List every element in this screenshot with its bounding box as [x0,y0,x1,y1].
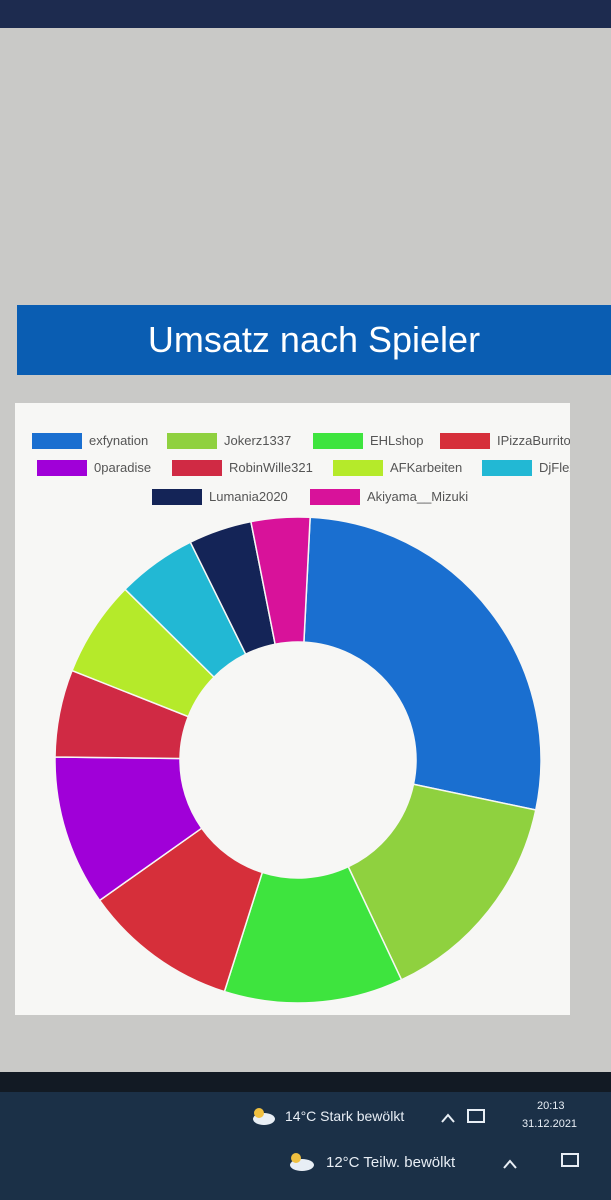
clock-time[interactable]: 20:13 [537,1100,565,1112]
donut-slice [250,516,311,646]
legend-label: Jokerz1337 [224,433,291,448]
legend-label: exfynation [89,433,148,448]
legend-label: 0paradise [94,460,151,475]
donut-slice [303,516,542,811]
legend-label: EHLshop [370,433,423,448]
legend-label: Lumania2020 [209,489,288,504]
legend-swatch [32,433,82,449]
legend-swatch [167,433,217,449]
chart-panel: exfynation Jokerz1337 EHLshop IPizzaBurrito… [15,403,592,1015]
legend-swatch [313,433,363,449]
clock-date[interactable]: 31.12.2021 [522,1118,578,1130]
legend-swatch [440,433,490,449]
legend-swatch [172,460,222,476]
taskbar: 14°C Stark bewölkt 20:13 31.12.2021 12°C… [0,1092,611,1200]
legend-label: DjFlexxo [539,460,570,475]
chart: exfynation Jokerz1337 EHLshop IPizzaBurrito… [32,433,592,1004]
legend-swatch [310,489,360,505]
legend-label: Akiyama__Mizuki [367,489,468,504]
weather-status[interactable]: 14°C Stark bewölkt [285,1108,405,1124]
legend-swatch [152,489,202,505]
taskbar-icons [253,1108,579,1171]
legend-label: AFKarbeiten [390,460,462,475]
window-top-bar [0,0,611,28]
donut-slice [347,783,537,981]
weather-status[interactable]: 12°C Teilw. bewölkt [326,1154,456,1171]
chart-title: Umsatz nach Spieler [17,305,611,375]
legend-swatch [37,460,87,476]
legend-swatch [333,460,383,476]
legend-label: IPizzaBurrito828 [497,433,570,448]
legend-label: RobinWille321 [229,460,313,475]
legend-swatch [482,460,532,476]
